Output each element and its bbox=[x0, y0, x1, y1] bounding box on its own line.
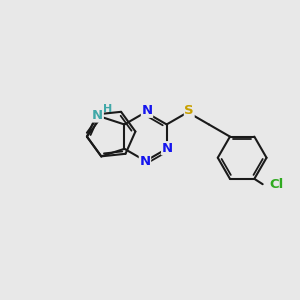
Text: N: N bbox=[162, 142, 173, 155]
Text: N: N bbox=[92, 109, 103, 122]
Text: Cl: Cl bbox=[269, 178, 284, 191]
Text: N: N bbox=[140, 155, 151, 168]
Text: H: H bbox=[103, 103, 112, 114]
Text: S: S bbox=[184, 104, 194, 117]
Text: N: N bbox=[142, 104, 153, 117]
